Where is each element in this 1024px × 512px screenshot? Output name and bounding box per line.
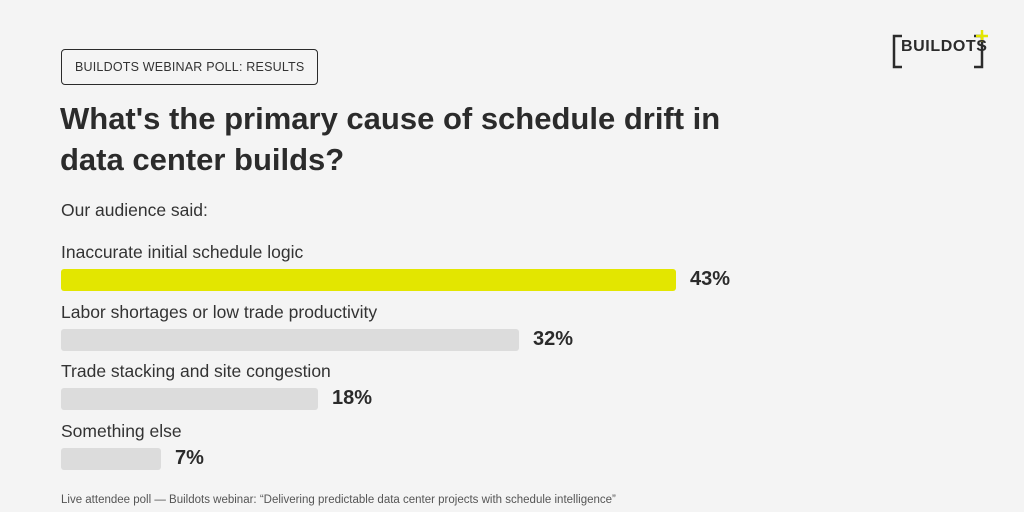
poll-option-bar	[61, 328, 519, 351]
poll-option-percentage: 32%	[533, 327, 574, 350]
poll-option-label: Something else	[61, 420, 182, 441]
logo-bracket-icon	[892, 30, 988, 69]
buildots-logo: BUILDOTS	[892, 30, 992, 70]
poll-option-label: Inaccurate initial schedule logic	[61, 242, 304, 262]
logo-text: BUILDOTS	[901, 38, 988, 55]
poll-option-bar	[61, 269, 676, 291]
poll-option-label: Labor shortages or low trade productivit…	[61, 301, 378, 322]
poll-results-chart: Inaccurate initial schedule logic 43% Labo…	[61, 242, 821, 480]
chart-subtitle: Our audience said:	[61, 200, 208, 220]
footer-note: Live attendee poll — Buildots webinar: “…	[61, 494, 616, 506]
poll-option: Inaccurate initial schedule logic 43%	[61, 242, 821, 302]
poll-results-tag-label: BUILDOTS WEBINAR POLL: RESULTS	[75, 60, 305, 74]
poll-option-bar	[61, 447, 161, 470]
poll-option-percentage: 7%	[175, 446, 204, 469]
poll-option: Something else 7%	[61, 421, 821, 481]
poll-option-label: Trade stacking and site congestion	[61, 361, 331, 381]
chart-title: What's the primary cause of schedule dri…	[60, 101, 721, 177]
poll-option-percentage: 18%	[332, 387, 373, 409]
poll-option-percentage: 43%	[690, 268, 731, 290]
poll-results-tag: BUILDOTS WEBINAR POLL: RESULTS	[61, 49, 319, 85]
poll-option: Labor shortages or low trade productivit…	[61, 302, 821, 362]
poll-option-bar	[61, 388, 318, 410]
poll-option: Trade stacking and site congestion 18%	[61, 361, 821, 421]
